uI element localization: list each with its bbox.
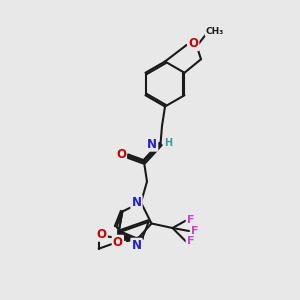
Text: O: O — [97, 227, 107, 241]
Text: O: O — [116, 148, 126, 161]
Text: N: N — [131, 239, 142, 252]
Text: F: F — [187, 215, 194, 226]
Text: N: N — [147, 137, 157, 151]
Text: F: F — [187, 236, 194, 247]
Text: CH₃: CH₃ — [206, 27, 224, 36]
Text: O: O — [188, 37, 198, 50]
Text: N: N — [131, 196, 142, 209]
Text: O: O — [113, 236, 123, 249]
Text: F: F — [191, 226, 199, 236]
Text: H: H — [164, 137, 172, 148]
